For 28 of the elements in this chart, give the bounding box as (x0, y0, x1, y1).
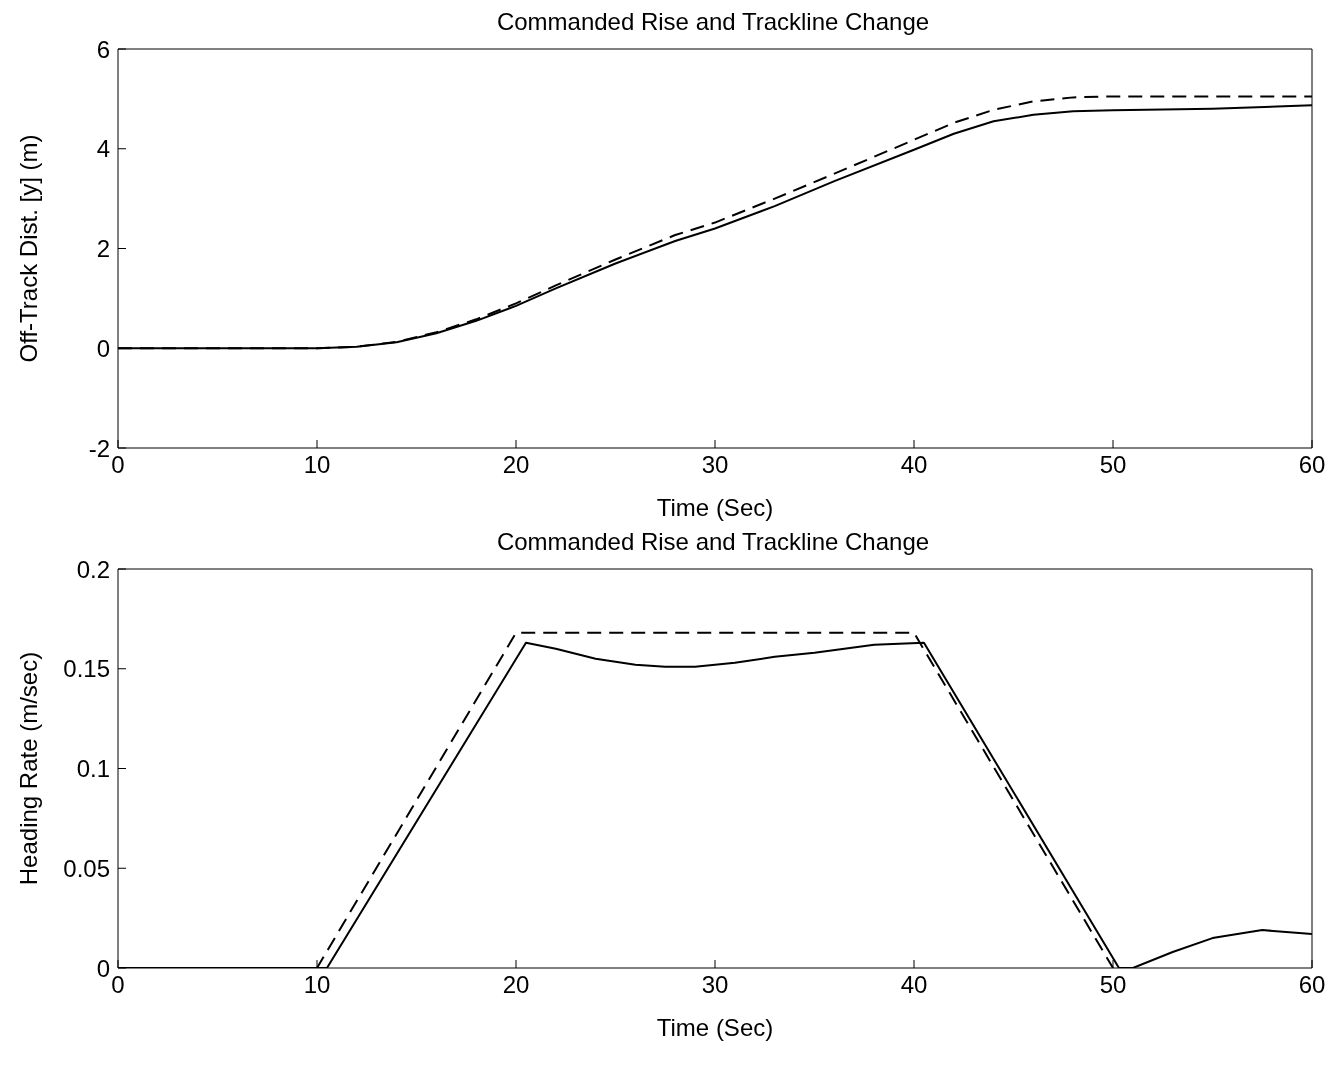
y-tick-label: 0.15 (63, 655, 110, 683)
x-tick-label: 50 (1099, 971, 1127, 999)
x-tick-label: 30 (701, 451, 729, 479)
y-tick-label: 0.1 (76, 755, 110, 783)
x-axis-title: Time (Sec) (656, 494, 774, 521)
y-tick-label: 4 (96, 135, 110, 163)
chart-title: Commanded Rise and Trackline Change (496, 528, 930, 555)
x-tick-label: 60 (1298, 451, 1326, 479)
x-axis-title: Time (Sec) (656, 1014, 774, 1041)
y-tick-label: 2 (96, 235, 110, 263)
y-tick-label: 0.2 (76, 555, 110, 583)
y-tick-label: 6 (96, 35, 110, 63)
x-tick-label: 10 (303, 451, 331, 479)
x-tick-label: 40 (900, 451, 928, 479)
x-tick-label: 50 (1099, 451, 1127, 479)
y-tick-label: 0 (96, 334, 110, 362)
x-tick-label: 20 (502, 451, 530, 479)
x-tick-label: 40 (900, 971, 928, 999)
x-tick-label: 60 (1298, 971, 1326, 999)
y-tick-label: 0.05 (63, 854, 110, 882)
y-tick-label: -2 (88, 434, 110, 462)
x-tick-label: 10 (303, 971, 331, 999)
x-tick-label: 20 (502, 971, 530, 999)
chart-title: Commanded Rise and Trackline Change (496, 8, 930, 35)
x-tick-label: 30 (701, 971, 729, 999)
y-axis-title: Off-Track Dist. [y] (m) (14, 134, 42, 363)
y-axis-title: Heading Rate (m/sec) (14, 651, 42, 886)
y-tick-label: 0 (96, 954, 110, 982)
